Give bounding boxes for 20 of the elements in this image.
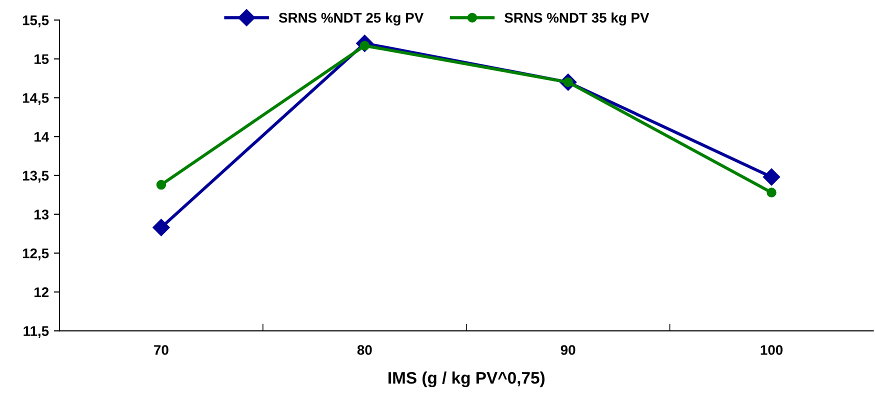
y-tick-label: 15,5 xyxy=(22,16,49,28)
y-tick-label: 15 xyxy=(34,54,49,64)
legend-label: SRNS %NDT 35 kg PV xyxy=(504,12,650,26)
point xyxy=(766,188,776,198)
legend-label: SRNS %NDT 25 kg PV xyxy=(278,12,424,26)
x-tick-label: 80 xyxy=(357,345,372,355)
point xyxy=(762,168,780,186)
point xyxy=(156,180,166,190)
x-tick-label: 90 xyxy=(560,345,576,355)
x-axis-title: IMS (g / kg PV^0,75) xyxy=(388,372,545,388)
y-tick-label: 11,5 xyxy=(24,326,49,338)
y-tick-label: 12 xyxy=(34,287,49,298)
y-tick-label: 13 xyxy=(34,210,49,220)
x-tick-label: 70 xyxy=(154,345,168,355)
y-tick-label: 13,5 xyxy=(22,170,49,183)
y-tick-label: 14,5 xyxy=(22,93,49,105)
y-tick-label: 14 xyxy=(34,132,50,142)
point xyxy=(152,218,170,236)
x-tick-label: 100 xyxy=(760,345,783,355)
y-tick-label: 12,5 xyxy=(22,248,49,260)
